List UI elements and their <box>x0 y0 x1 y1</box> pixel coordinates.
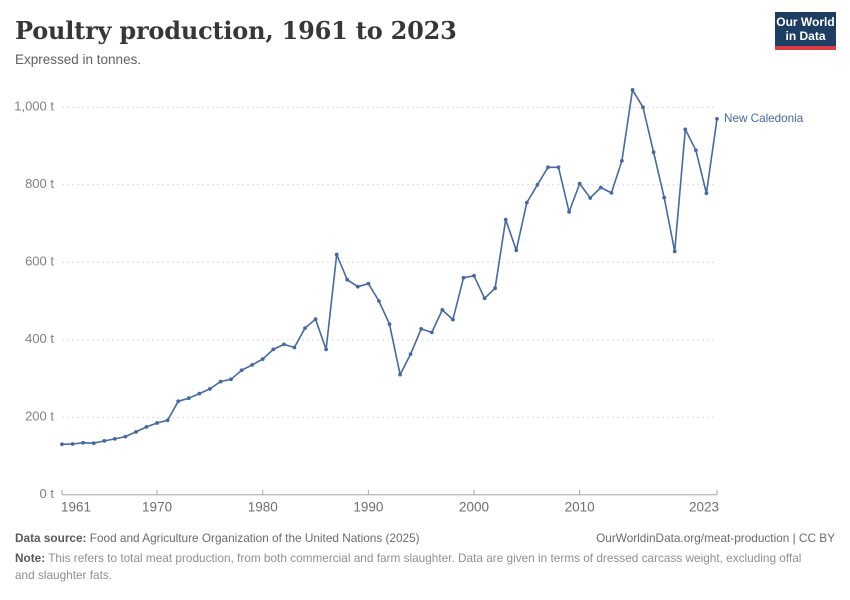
data-point[interactable] <box>503 217 508 222</box>
x-axis-tick-label: 1990 <box>353 500 383 515</box>
data-point[interactable] <box>218 379 223 384</box>
data-point[interactable] <box>662 195 667 200</box>
page-subtitle: Expressed in tonnes. <box>15 52 142 67</box>
note-label: Note: <box>15 551 46 565</box>
data-point[interactable] <box>260 357 265 361</box>
page-title: Poultry production, 1961 to 2023 <box>15 16 457 45</box>
x-axis-tick-label: 2000 <box>459 500 489 515</box>
series-entity-label[interactable]: New Caledonia <box>724 112 804 125</box>
data-point[interactable] <box>524 200 529 205</box>
x-axis-tick-label: 1961 <box>61 500 91 515</box>
data-point[interactable] <box>366 281 371 286</box>
data-point[interactable] <box>556 165 561 170</box>
data-point[interactable] <box>334 252 339 257</box>
data-point[interactable] <box>683 127 688 132</box>
note-text: This refers to total meat production, fr… <box>15 551 802 582</box>
data-point[interactable] <box>186 396 191 401</box>
data-point[interactable] <box>91 441 96 446</box>
data-point[interactable] <box>577 181 582 186</box>
data-point[interactable] <box>81 440 85 445</box>
data-point[interactable] <box>208 387 212 391</box>
data-point[interactable] <box>588 196 593 200</box>
data-point[interactable] <box>440 308 445 312</box>
data-point[interactable] <box>134 430 138 434</box>
data-point[interactable] <box>282 342 286 347</box>
y-axis-tick-label: 1,000 t <box>14 99 54 114</box>
data-point[interactable] <box>271 347 276 352</box>
data-point[interactable] <box>567 210 571 214</box>
data-point[interactable] <box>694 148 698 153</box>
data-point[interactable] <box>609 191 614 195</box>
y-axis-tick-label: 200 t <box>25 409 54 424</box>
data-point[interactable] <box>387 322 392 327</box>
y-axis-tick-label: 400 t <box>25 331 54 346</box>
data-point[interactable] <box>461 275 466 280</box>
data-point[interactable] <box>239 368 244 373</box>
data-point[interactable] <box>324 347 328 352</box>
data-point[interactable] <box>429 330 434 335</box>
data-point[interactable] <box>60 442 64 447</box>
data-point[interactable] <box>514 248 519 253</box>
data-point[interactable] <box>598 185 603 190</box>
owid-logo-line1: Our World <box>776 15 835 29</box>
x-axis-tick-label: 2023 <box>689 500 719 515</box>
y-axis-tick-label: 0 t <box>40 486 55 501</box>
data-point[interactable] <box>620 158 624 163</box>
data-point[interactable] <box>493 286 497 291</box>
x-axis-tick-label: 1980 <box>248 500 278 515</box>
data-point[interactable] <box>630 88 635 92</box>
data-point[interactable] <box>313 317 318 322</box>
owid-logo[interactable]: Our World in Data <box>775 12 836 50</box>
data-source-label: Data source: <box>15 531 87 545</box>
data-point[interactable] <box>482 296 487 301</box>
data-point[interactable] <box>102 439 107 443</box>
series-line[interactable] <box>61 89 718 446</box>
data-point[interactable] <box>651 150 656 155</box>
data-point[interactable] <box>704 191 709 196</box>
data-point[interactable] <box>345 277 350 282</box>
data-point[interactable] <box>176 399 181 404</box>
x-axis-tick-label: 1970 <box>142 500 172 515</box>
data-point[interactable] <box>398 372 402 377</box>
data-point[interactable] <box>123 434 128 439</box>
data-source-line: Data source: Food and Agriculture Organi… <box>15 531 420 545</box>
chart-footer: Data source: Food and Agriculture Organi… <box>15 531 835 584</box>
owid-logo-line2: in Data <box>785 29 826 43</box>
data-source-text: Food and Agriculture Organization of the… <box>86 531 420 545</box>
data-point[interactable] <box>165 418 170 423</box>
data-point[interactable] <box>155 421 160 425</box>
data-point[interactable] <box>250 363 255 367</box>
data-point[interactable] <box>472 273 476 278</box>
x-axis-tick-label: 2010 <box>565 500 595 515</box>
owid-url-link[interactable]: OurWorldinData.org/meat-production | CC … <box>596 531 835 545</box>
data-point[interactable] <box>197 391 202 396</box>
data-point[interactable] <box>419 327 424 331</box>
data-point[interactable] <box>377 299 381 303</box>
chart-note: Note: This refers to total meat producti… <box>15 550 813 584</box>
y-axis-tick-label: 600 t <box>25 254 54 269</box>
line-chart: 0 t 200 t 400 t 600 t 800 t 1,000 t 1961 1970 19… <box>14 88 804 515</box>
data-point[interactable] <box>535 182 540 187</box>
data-point[interactable] <box>451 317 455 322</box>
data-point[interactable] <box>715 117 719 121</box>
data-point[interactable] <box>408 352 413 356</box>
data-point[interactable] <box>546 165 550 170</box>
data-point[interactable] <box>641 105 645 110</box>
data-point[interactable] <box>672 249 677 254</box>
data-point[interactable] <box>292 345 297 350</box>
data-point[interactable] <box>229 377 233 382</box>
data-point[interactable] <box>144 425 149 429</box>
data-point[interactable] <box>70 442 75 446</box>
data-point[interactable] <box>355 284 360 289</box>
data-point[interactable] <box>303 326 307 330</box>
y-axis-tick-label: 800 t <box>25 176 54 191</box>
data-point[interactable] <box>112 437 117 441</box>
